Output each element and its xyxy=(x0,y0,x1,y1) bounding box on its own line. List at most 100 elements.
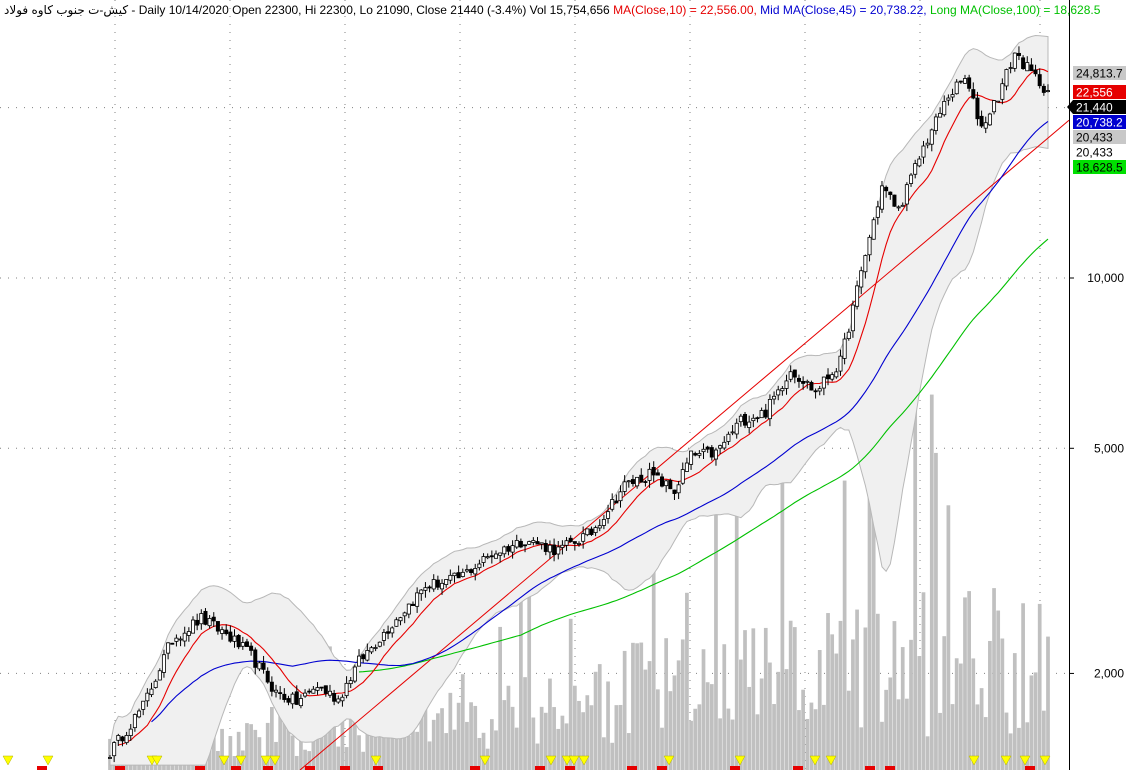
price-tag-box xyxy=(1073,66,1126,80)
volume-bar xyxy=(1041,710,1046,770)
candle-body xyxy=(469,569,474,573)
volume-bar xyxy=(739,659,743,770)
volume-bar xyxy=(788,620,793,770)
volume-bar xyxy=(701,649,706,770)
candle-body xyxy=(274,689,279,693)
volume-bar xyxy=(709,684,714,770)
candle-body xyxy=(207,618,212,627)
candle-body xyxy=(639,474,644,483)
candle-body xyxy=(577,543,582,545)
candle-body xyxy=(493,553,498,559)
candle-body xyxy=(357,655,362,667)
price-tag-label: 18,628.5 xyxy=(1076,161,1123,175)
candle-body xyxy=(502,546,507,555)
candle-body xyxy=(390,627,395,634)
candle-body xyxy=(983,122,988,129)
volume-bar xyxy=(427,741,432,770)
volume-bar xyxy=(846,690,851,770)
candle-body xyxy=(838,355,843,372)
candle-body xyxy=(1000,83,1005,100)
volume-bar xyxy=(494,730,498,770)
candle-body xyxy=(585,528,590,536)
candle-body xyxy=(630,479,635,484)
candle-body xyxy=(120,736,125,742)
volume-bar xyxy=(921,592,926,770)
volume-bar xyxy=(249,724,253,770)
signal-up-marker xyxy=(340,766,350,770)
volume-bar xyxy=(353,692,357,770)
candle-body xyxy=(423,587,428,591)
volume-bar xyxy=(552,707,556,770)
candle-body xyxy=(402,612,407,617)
candle-body xyxy=(734,422,739,435)
candle-body xyxy=(958,80,963,83)
candle-body xyxy=(996,100,1001,103)
candle-body xyxy=(518,540,523,548)
volume-bar xyxy=(689,720,693,770)
volume-bar xyxy=(726,708,731,770)
signal-down-marker xyxy=(269,755,281,766)
volume-bar xyxy=(963,597,967,770)
volume-bar xyxy=(465,721,469,770)
volume-bar xyxy=(651,503,656,770)
candle-body xyxy=(747,421,752,428)
signal-down-marker xyxy=(1019,755,1031,766)
volume-bar xyxy=(755,714,760,770)
header-stats: Daily 10/14/2020 Open 22300, Hi 22300, L… xyxy=(139,3,610,17)
volume-bar xyxy=(942,636,947,770)
signal-down-marker xyxy=(663,755,675,766)
volume-bar xyxy=(357,735,361,770)
candle-body xyxy=(327,690,332,696)
price-tag-box xyxy=(1073,85,1126,99)
volume-bar xyxy=(759,678,764,770)
candle-body xyxy=(373,647,378,649)
volume-bar xyxy=(863,627,868,770)
candle-body xyxy=(892,194,897,207)
volume-bar xyxy=(216,750,220,770)
candle-body xyxy=(705,446,710,450)
candle-body xyxy=(560,544,565,548)
candle-body xyxy=(701,448,706,453)
candle-body xyxy=(161,654,166,673)
candle-body xyxy=(128,728,133,736)
signal-up-marker xyxy=(627,766,637,770)
candle-body xyxy=(191,619,196,634)
price-tag-label: 21,440 xyxy=(1076,101,1113,115)
volume-bar xyxy=(838,620,843,770)
candle-body xyxy=(697,453,702,456)
candle-body xyxy=(884,186,889,192)
volume-bar xyxy=(626,733,631,770)
volume-bar xyxy=(543,712,548,770)
candle-body xyxy=(344,682,349,697)
volume-bar xyxy=(270,706,274,770)
candle-body xyxy=(763,409,768,418)
candle-body xyxy=(543,542,548,552)
candle-body xyxy=(311,688,316,694)
signal-down-marker xyxy=(2,755,14,766)
y-tick-label: 5,000 xyxy=(1094,441,1124,455)
candle-body xyxy=(377,641,382,647)
candle-body xyxy=(332,693,337,702)
volume-bar xyxy=(672,675,677,770)
volume-bar xyxy=(257,737,262,770)
volume-bar xyxy=(892,621,897,770)
candle-body xyxy=(722,441,727,449)
candle-body xyxy=(867,236,872,256)
candle-body xyxy=(431,579,436,590)
volume-bar xyxy=(564,723,569,770)
volume-bar xyxy=(705,682,710,770)
volume-bar xyxy=(983,717,988,770)
candle-body xyxy=(112,742,117,757)
candle-body xyxy=(622,481,627,492)
volume-bar xyxy=(481,732,486,770)
volume-bar xyxy=(747,686,752,770)
volume-bar xyxy=(801,689,805,770)
candle-body xyxy=(477,563,482,569)
candle-body xyxy=(971,89,976,99)
candle-body xyxy=(593,527,598,533)
ma-mid-line xyxy=(151,120,1049,723)
signal-up-marker xyxy=(730,766,740,770)
header-symbol: کیش-ت جنوب کاوه فولاد xyxy=(4,3,128,18)
candle-body xyxy=(456,572,461,579)
